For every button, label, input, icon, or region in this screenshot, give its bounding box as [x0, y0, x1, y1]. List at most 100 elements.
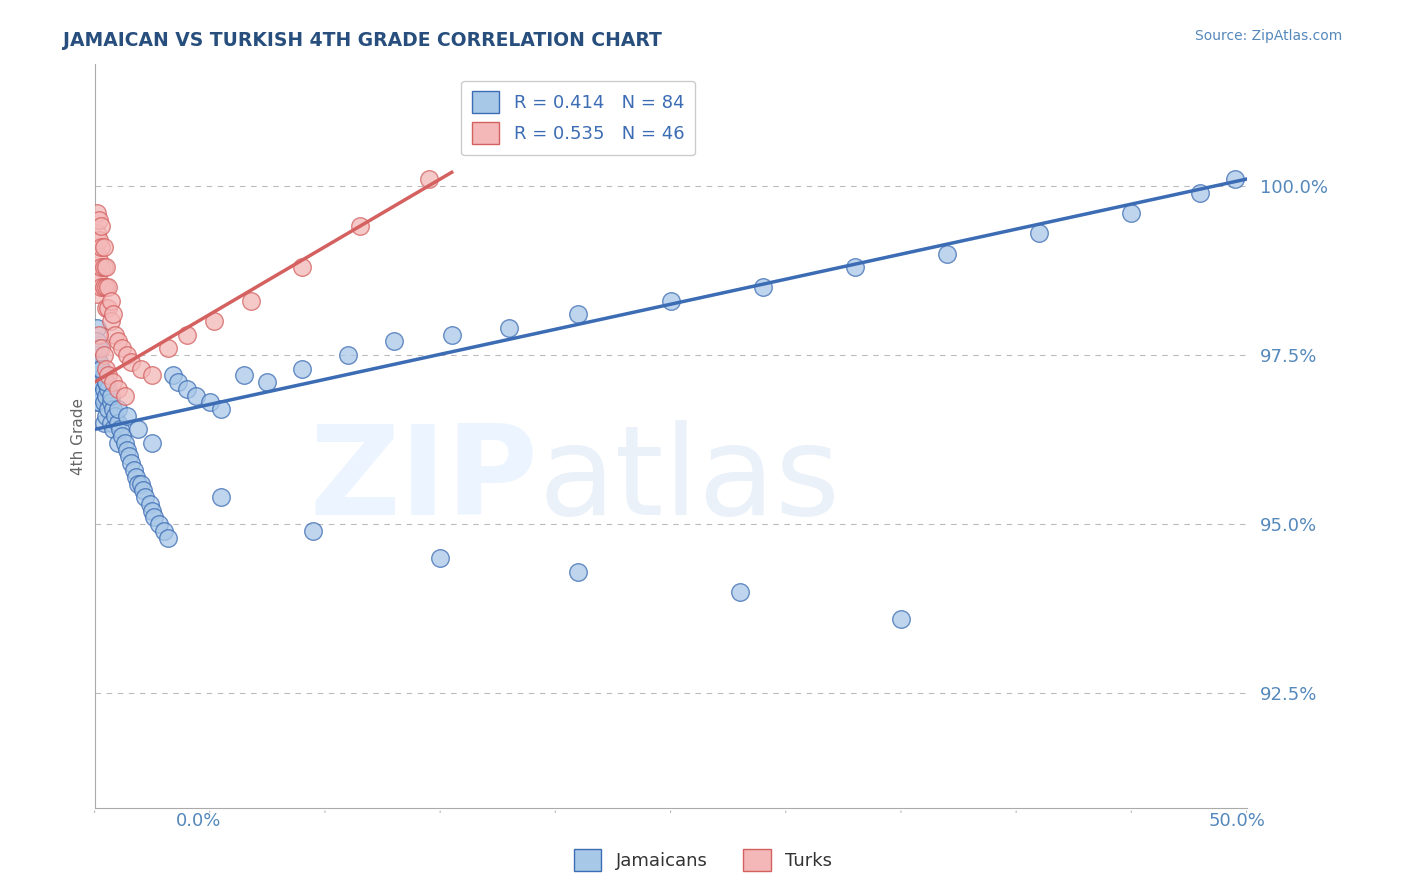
Point: [86, 226, 108, 240]
Point: [107, 382, 129, 396]
Point: [89, 395, 111, 409]
Point: [89, 327, 111, 342]
Point: [143, 510, 166, 524]
Point: [141, 368, 163, 383]
Point: [101, 375, 124, 389]
Point: [101, 307, 124, 321]
Point: [89, 274, 111, 288]
Point: [429, 551, 451, 566]
Point: [127, 422, 149, 436]
Point: [107, 416, 129, 430]
Point: [936, 246, 959, 260]
Point: [86, 382, 108, 396]
Legend: R = 0.414   N = 84, R = 0.535   N = 46: R = 0.414 N = 84, R = 0.535 N = 46: [461, 80, 696, 155]
Point: [162, 368, 184, 383]
Point: [1223, 172, 1246, 186]
Point: [100, 293, 122, 308]
Point: [567, 307, 589, 321]
Point: [751, 280, 773, 294]
Text: atlas: atlas: [538, 420, 841, 541]
Point: [157, 341, 180, 355]
Text: 50.0%: 50.0%: [1209, 812, 1265, 830]
Point: [93, 368, 115, 383]
Point: [127, 476, 149, 491]
Point: [100, 416, 122, 430]
Point: [198, 395, 221, 409]
Point: [86, 246, 108, 260]
Point: [209, 490, 232, 504]
Point: [86, 395, 108, 409]
Point: [86, 375, 108, 389]
Point: [86, 334, 108, 349]
Point: [97, 301, 120, 315]
Point: [382, 334, 405, 349]
Point: [184, 388, 207, 402]
Text: Source: ZipAtlas.com: Source: ZipAtlas.com: [1195, 29, 1343, 43]
Point: [118, 450, 141, 464]
Point: [115, 348, 138, 362]
Point: [440, 327, 463, 342]
Point: [94, 388, 117, 402]
Text: 0.0%: 0.0%: [176, 812, 221, 830]
Point: [302, 524, 325, 538]
Point: [94, 301, 117, 315]
Point: [337, 348, 360, 362]
Point: [89, 341, 111, 355]
Point: [108, 422, 131, 436]
Point: [93, 280, 115, 294]
Point: [86, 287, 108, 301]
Point: [89, 212, 111, 227]
Point: [97, 402, 120, 417]
Point: [132, 483, 155, 498]
Point: [93, 416, 115, 430]
Point: [90, 361, 112, 376]
Point: [1028, 226, 1050, 240]
Point: [115, 442, 138, 457]
Point: [97, 368, 120, 383]
Point: [291, 361, 314, 376]
Legend: Jamaicans, Turks: Jamaicans, Turks: [567, 842, 839, 879]
Point: [90, 280, 112, 294]
Point: [176, 327, 198, 342]
Point: [86, 321, 108, 335]
Point: [94, 375, 117, 389]
Point: [93, 382, 115, 396]
Point: [93, 260, 115, 274]
Point: [86, 206, 108, 220]
Point: [94, 361, 117, 376]
Point: [93, 240, 115, 254]
Point: [100, 395, 122, 409]
Point: [104, 409, 127, 423]
Point: [101, 422, 124, 436]
Point: [90, 388, 112, 402]
Point: [728, 584, 751, 599]
Point: [104, 327, 127, 342]
Text: ZIP: ZIP: [309, 420, 538, 541]
Point: [134, 490, 156, 504]
Point: [844, 260, 866, 274]
Point: [418, 172, 440, 186]
Point: [141, 436, 163, 450]
Point: [107, 402, 129, 417]
Point: [90, 260, 112, 274]
Point: [1121, 206, 1143, 220]
Point: [233, 368, 256, 383]
Point: [86, 348, 108, 362]
Point: [86, 361, 108, 376]
Point: [291, 260, 314, 274]
Point: [125, 470, 148, 484]
Point: [89, 382, 111, 396]
Point: [97, 382, 120, 396]
Point: [349, 219, 371, 234]
Point: [89, 368, 111, 383]
Point: [567, 565, 589, 579]
Point: [114, 388, 136, 402]
Point: [148, 517, 170, 532]
Point: [111, 429, 134, 443]
Point: [122, 463, 145, 477]
Point: [90, 375, 112, 389]
Point: [94, 260, 117, 274]
Point: [93, 348, 115, 362]
Point: [114, 436, 136, 450]
Point: [176, 382, 198, 396]
